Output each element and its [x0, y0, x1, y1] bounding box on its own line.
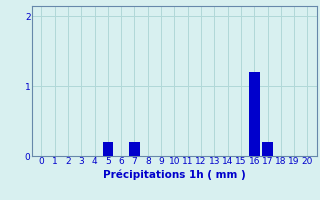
Bar	[262, 142, 273, 156]
Bar	[249, 72, 260, 156]
Bar	[102, 142, 113, 156]
X-axis label: Précipitations 1h ( mm ): Précipitations 1h ( mm )	[103, 169, 246, 180]
Bar	[129, 142, 140, 156]
